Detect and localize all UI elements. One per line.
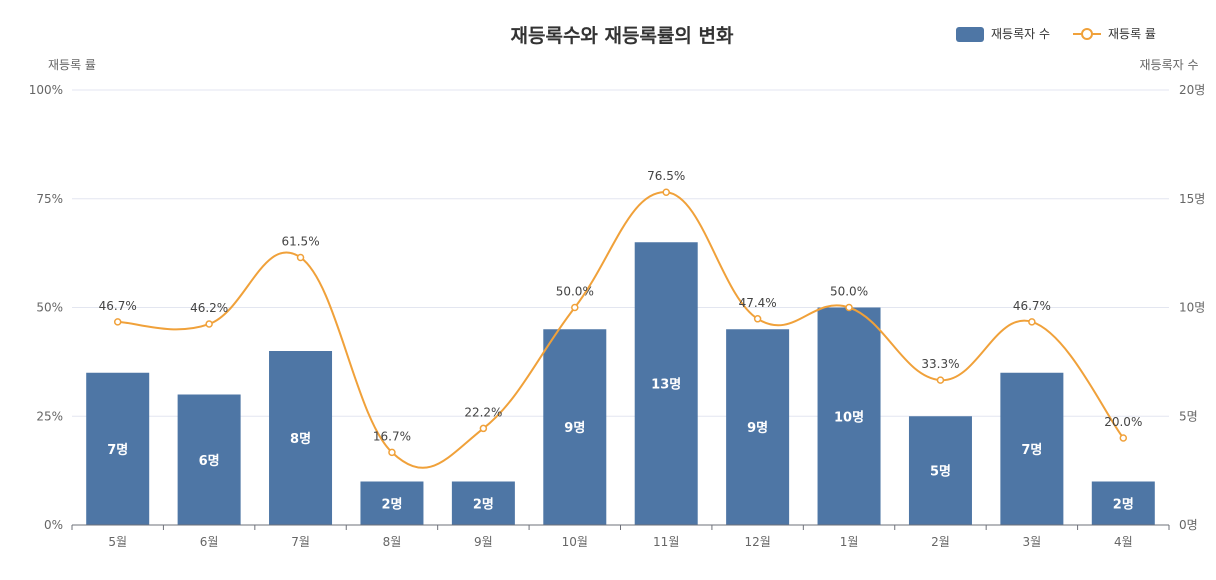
rate-point bbox=[479, 424, 488, 433]
bar bbox=[726, 329, 790, 525]
rate-value-label: 46.7% bbox=[99, 299, 137, 313]
x-tick-label: 2월 bbox=[931, 535, 950, 549]
legend-bar-label: 재등록자 수 bbox=[991, 27, 1050, 41]
x-tick-label: 6월 bbox=[200, 535, 219, 549]
rate-point bbox=[296, 253, 305, 262]
rate-value-label: 46.2% bbox=[190, 301, 228, 315]
rate-point bbox=[753, 315, 762, 323]
bar-value-label: 10명 bbox=[834, 409, 864, 425]
bar-value-label: 7명 bbox=[1021, 442, 1042, 458]
rate-point bbox=[1119, 434, 1128, 442]
left-tick-label: 75% bbox=[36, 192, 63, 206]
bar-value-label: 2명 bbox=[473, 496, 494, 512]
bar-value-label: 7명 bbox=[107, 442, 128, 458]
rate-point bbox=[571, 303, 579, 312]
rate-point bbox=[388, 448, 396, 457]
rate-value-label: 46.7% bbox=[1013, 299, 1051, 313]
right-axis-name: 재등록자 수 bbox=[1139, 58, 1198, 72]
rate-point bbox=[1028, 318, 1036, 326]
x-tick-label: 10월 bbox=[562, 535, 588, 549]
legend-item-bars[interactable]: 재등록자 수 bbox=[956, 27, 1050, 42]
bar bbox=[86, 372, 150, 525]
rate-value-label: 20.0% bbox=[1104, 415, 1142, 429]
rate-value-label: 33.3% bbox=[921, 357, 959, 371]
x-tick-label: 9월 bbox=[474, 535, 493, 549]
bar bbox=[634, 242, 698, 525]
bar-value-label: 13명 bbox=[651, 377, 681, 393]
rate-point bbox=[936, 376, 945, 384]
legend-line-marker bbox=[1081, 28, 1093, 40]
rate-value-label: 50.0% bbox=[556, 285, 594, 299]
bar bbox=[908, 416, 972, 525]
legend-item-line[interactable]: 재등록 률 bbox=[1073, 27, 1156, 41]
bar-value-label: 9명 bbox=[564, 420, 585, 436]
left-tick-label: 100% bbox=[29, 83, 63, 97]
bar bbox=[177, 394, 241, 525]
rate-value-label: 61.5% bbox=[281, 234, 319, 248]
right-tick-label: 0명 bbox=[1179, 518, 1198, 532]
rate-value-label: 76.5% bbox=[647, 169, 685, 183]
rate-point bbox=[113, 318, 122, 326]
bar-value-label: 6명 bbox=[199, 453, 220, 469]
bar bbox=[269, 351, 333, 525]
x-tick-label: 3월 bbox=[1023, 535, 1042, 549]
rate-point bbox=[662, 188, 670, 196]
bar bbox=[451, 481, 515, 525]
bar bbox=[360, 481, 424, 525]
left-tick-label: 50% bbox=[36, 301, 63, 315]
rate-value-label: 50.0% bbox=[830, 285, 868, 299]
rate-line bbox=[117, 191, 1125, 469]
bar bbox=[543, 329, 607, 525]
legend[interactable]: 재등록자 수 재등록 률 bbox=[956, 27, 1156, 42]
left-axis-name: 재등록 률 bbox=[48, 58, 96, 72]
bar-value-label: 5명 bbox=[930, 464, 951, 480]
bar-value-label: 2명 bbox=[381, 496, 402, 512]
bar bbox=[1000, 372, 1064, 525]
x-tick-label: 5월 bbox=[108, 535, 127, 549]
rate-value-label: 22.2% bbox=[464, 405, 502, 419]
bar-value-label: 8명 bbox=[290, 431, 311, 447]
bar-value-label: 2명 bbox=[1113, 496, 1134, 512]
right-tick-label: 10명 bbox=[1179, 301, 1205, 315]
chart-title: 재등록수와 재등록률의 변화 bbox=[511, 25, 735, 47]
right-tick-label: 20명 bbox=[1179, 83, 1205, 97]
bar bbox=[1091, 481, 1155, 525]
x-tick-label: 11월 bbox=[653, 535, 679, 549]
bar bbox=[817, 307, 881, 525]
left-tick-label: 0% bbox=[44, 518, 63, 532]
x-tick-label: 8월 bbox=[383, 535, 402, 549]
x-tick-label: 7월 bbox=[291, 535, 310, 549]
legend-line-label: 재등록 률 bbox=[1108, 27, 1156, 41]
x-tick-label: 12월 bbox=[744, 535, 770, 549]
rate-point bbox=[205, 320, 213, 328]
x-tick-label: 1월 bbox=[840, 535, 859, 549]
right-tick-label: 15명 bbox=[1179, 192, 1205, 206]
legend-bar-swatch bbox=[956, 27, 984, 42]
rate-point bbox=[845, 303, 853, 312]
bar-value-label: 9명 bbox=[747, 420, 768, 436]
rate-value-label: 47.4% bbox=[739, 296, 777, 310]
right-tick-label: 5명 bbox=[1179, 409, 1198, 423]
left-tick-label: 25% bbox=[36, 409, 63, 423]
x-tick-label: 4월 bbox=[1114, 535, 1133, 549]
rate-value-label: 16.7% bbox=[373, 429, 411, 443]
